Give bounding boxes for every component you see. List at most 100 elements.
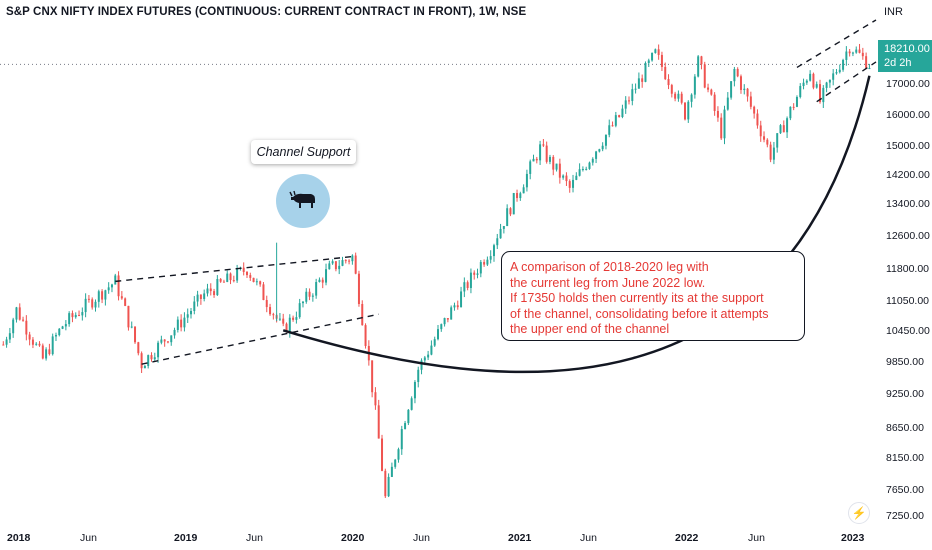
candle [259, 280, 262, 287]
y-tick-label: 11800.00 [886, 263, 930, 275]
candle [637, 72, 640, 89]
candle [591, 157, 594, 166]
candle [805, 79, 808, 85]
candle [245, 271, 248, 279]
candle [499, 223, 502, 239]
candle [855, 46, 858, 54]
candle [137, 341, 140, 356]
candle [683, 102, 686, 121]
candle [374, 387, 377, 410]
candle [269, 303, 272, 316]
candle [479, 259, 482, 278]
candle [344, 259, 347, 264]
candle [786, 116, 789, 139]
candle [545, 141, 548, 164]
x-tick-label: Jun [80, 532, 97, 544]
candle [759, 120, 762, 142]
candle [413, 380, 416, 404]
candle [489, 250, 492, 264]
candle [163, 339, 166, 347]
candle [341, 256, 344, 267]
candle [64, 320, 67, 331]
candle [45, 347, 48, 361]
candle [331, 259, 334, 265]
candle [772, 141, 775, 165]
candle [278, 312, 281, 321]
candle [842, 58, 845, 72]
callout-line: If 17350 holds then currently its at the… [510, 291, 764, 305]
x-tick-label: 2019 [174, 532, 198, 544]
candle [127, 305, 130, 331]
y-tick-label: 10450.00 [886, 325, 930, 337]
candle [730, 81, 733, 100]
candle [407, 408, 410, 426]
candle [440, 323, 443, 332]
candle [476, 268, 479, 279]
candle [743, 84, 746, 95]
candle [35, 342, 38, 346]
candle [776, 132, 779, 153]
candle [595, 150, 598, 164]
candle [305, 288, 308, 304]
y-tick-label: 16000.00 [886, 109, 930, 121]
candle [120, 291, 123, 300]
candle [565, 172, 568, 186]
candle [726, 92, 729, 111]
candle [868, 63, 871, 70]
candle [147, 354, 150, 369]
candle [588, 161, 591, 170]
candle [792, 103, 795, 111]
candle [690, 93, 693, 108]
candle [555, 163, 558, 172]
candle [364, 323, 367, 349]
callout-line: the upper end of the channel [510, 322, 670, 336]
x-tick-label: Jun [413, 532, 430, 544]
lightning-icon[interactable]: ⚡ [848, 502, 870, 524]
candle [400, 425, 403, 455]
chart-title: S&P CNX NIFTY INDEX FUTURES (CONTINUOUS:… [6, 6, 527, 18]
candle [509, 207, 512, 217]
candle [502, 225, 505, 234]
x-tick-label: Jun [748, 532, 765, 544]
candle [443, 317, 446, 327]
candle [634, 83, 637, 94]
candle [568, 179, 571, 193]
candle [5, 336, 8, 348]
candle [782, 120, 785, 133]
candle [8, 327, 11, 344]
bull-idea-badge[interactable] [276, 174, 330, 228]
last-price-value: 18210.00 [884, 43, 930, 55]
candle [420, 358, 423, 375]
comparison-arc [282, 75, 871, 374]
candle [466, 280, 469, 291]
candle [604, 134, 607, 150]
currency-label: INR [884, 6, 903, 18]
candle [851, 51, 854, 57]
candle [110, 283, 113, 293]
candle [664, 62, 667, 81]
candle [351, 254, 354, 265]
candle [660, 51, 663, 72]
candle [858, 43, 861, 54]
candle [140, 351, 143, 373]
analysis-callout[interactable]: A comparison of 2018-2020 leg with the c… [501, 251, 805, 341]
candle [272, 312, 275, 320]
candle [298, 298, 301, 319]
candle [746, 87, 749, 102]
candle [222, 279, 225, 283]
y-tick-label: 15000.00 [886, 140, 930, 152]
candle [713, 92, 716, 116]
y-tick-label: 14200.00 [886, 169, 930, 181]
candle [548, 154, 551, 165]
candle [644, 61, 647, 83]
channel-support-tag[interactable]: Channel Support [251, 140, 356, 164]
candle [614, 111, 617, 128]
x-tick-label: 2020 [341, 532, 365, 544]
candle [529, 159, 532, 180]
candle [255, 278, 258, 286]
candle [321, 277, 324, 289]
candle [160, 335, 163, 345]
candle [15, 306, 18, 323]
x-tick-label: Jun [580, 532, 597, 544]
